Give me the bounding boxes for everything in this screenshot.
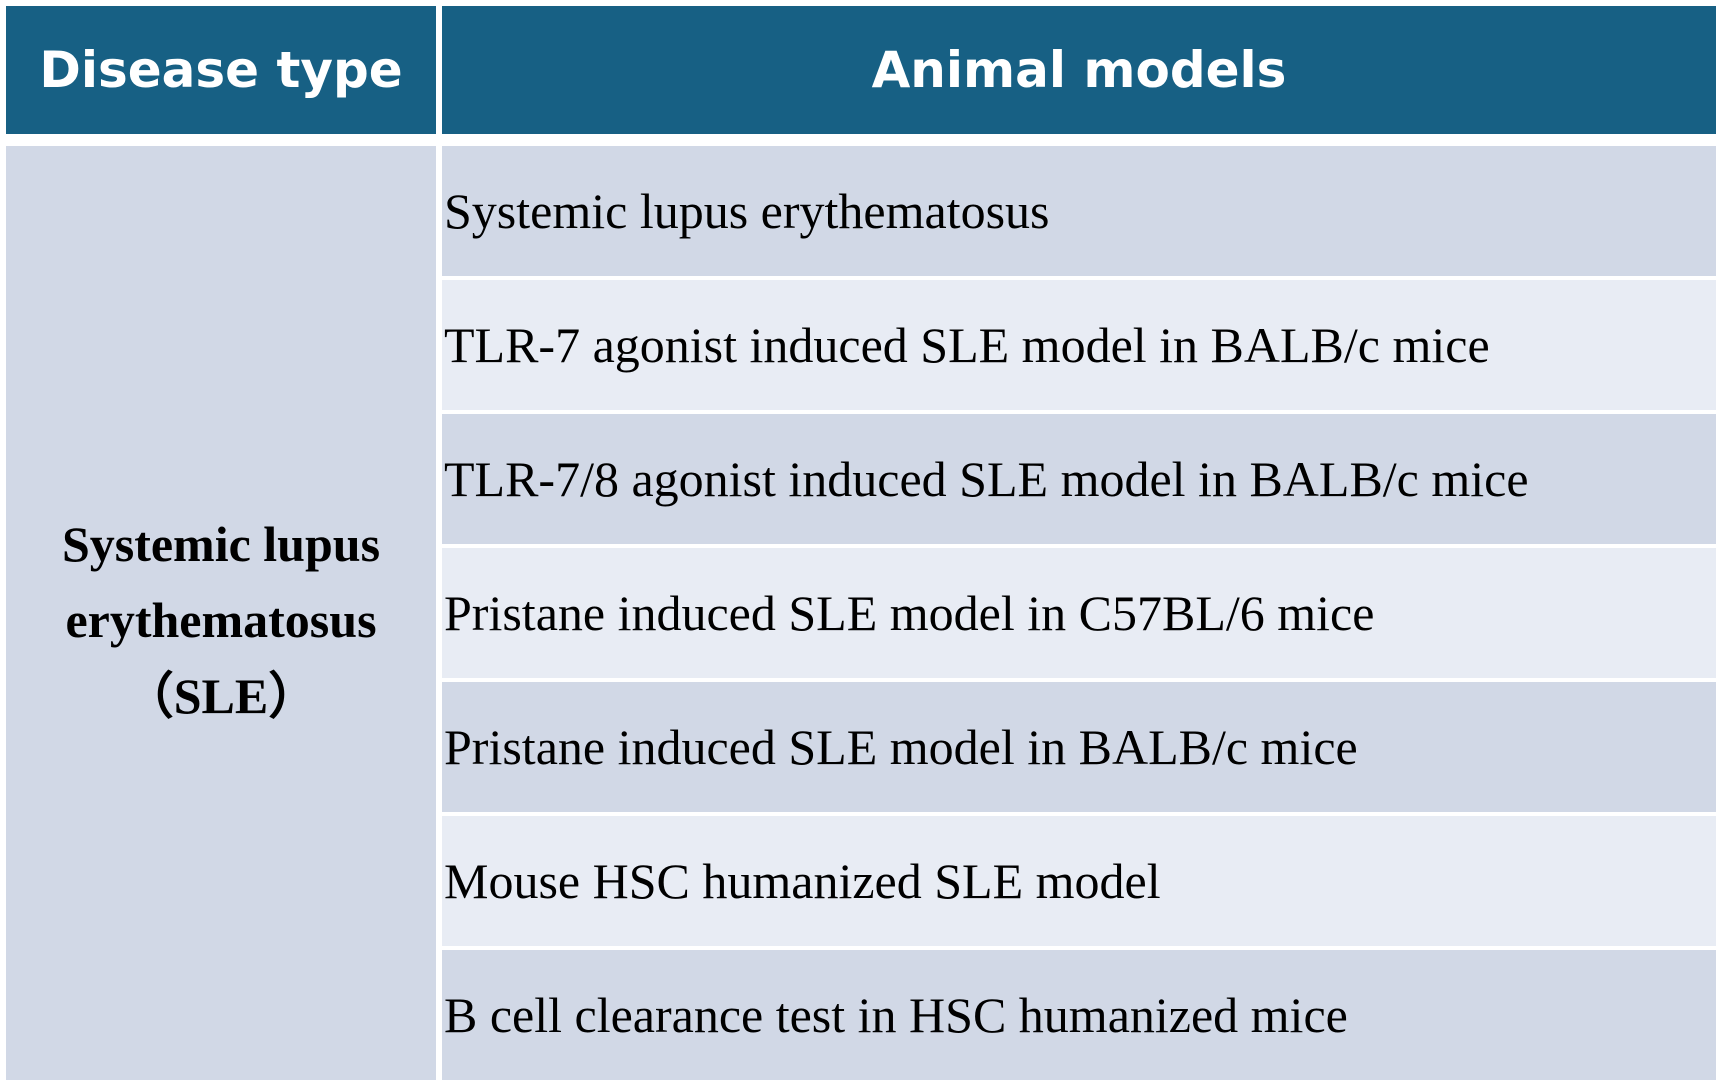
- disease-abbreviation: （SLE）: [123, 668, 319, 724]
- model-row: TLR-7 agonist induced SLE model in BALB/…: [442, 280, 1716, 410]
- header-divider: [436, 6, 442, 134]
- model-row: B cell clearance test in HSC humanized m…: [442, 950, 1716, 1080]
- animal-models-column: Systemic lupus erythematosus TLR-7 agoni…: [442, 146, 1716, 1080]
- header-separator: [6, 134, 1716, 146]
- disease-model-table: Disease type Animal models Systemic lupu…: [6, 6, 1716, 1080]
- header-animal-models: Animal models: [442, 6, 1716, 134]
- disease-name-line-1: Systemic lupus: [61, 516, 381, 572]
- model-row: TLR-7/8 agonist induced SLE model in BAL…: [442, 414, 1716, 544]
- model-row: Pristane induced SLE model in BALB/c mic…: [442, 682, 1716, 812]
- disease-cell: Systemic lupus erythematosus （SLE）: [6, 146, 436, 1080]
- disease-name-line-2: erythematosus: [65, 592, 377, 648]
- model-row: Systemic lupus erythematosus: [442, 146, 1716, 276]
- model-row: Mouse HSC humanized SLE model: [442, 816, 1716, 946]
- header-disease-type: Disease type: [6, 6, 436, 134]
- table-body: Systemic lupus erythematosus （SLE） Syste…: [6, 146, 1716, 1080]
- table-header-row: Disease type Animal models: [6, 6, 1716, 134]
- column-divider: [436, 146, 442, 1080]
- model-row: Pristane induced SLE model in C57BL/6 mi…: [442, 548, 1716, 678]
